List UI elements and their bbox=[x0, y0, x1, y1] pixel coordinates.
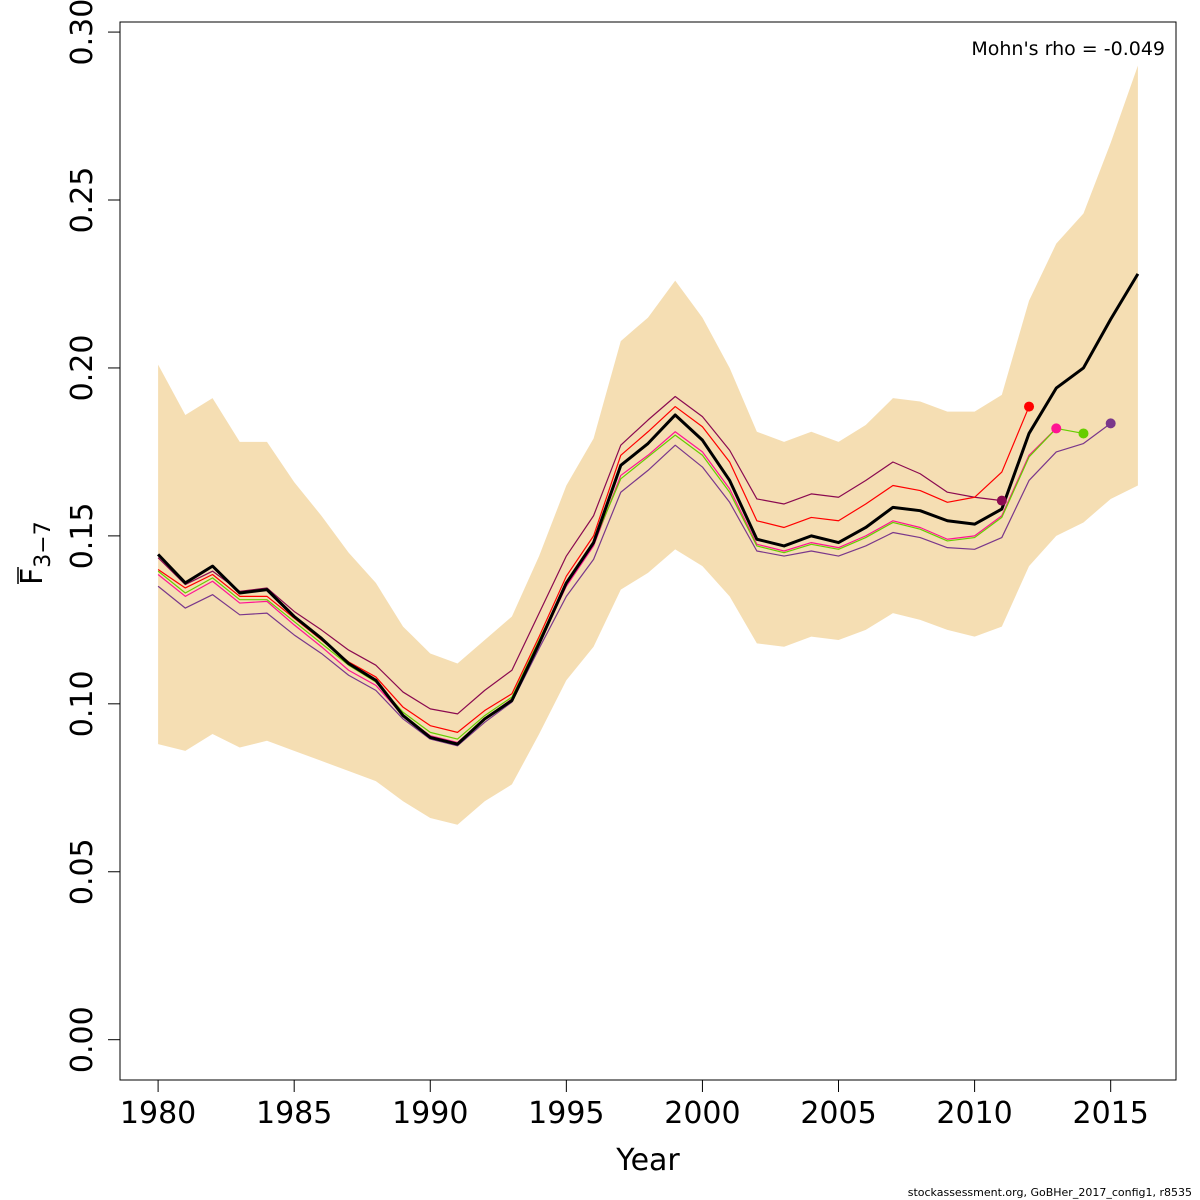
y-tick-label-group: 0.20 bbox=[65, 335, 100, 402]
endpoint-layer bbox=[996, 401, 1116, 506]
y-tick-label-group: 0.15 bbox=[65, 502, 100, 569]
x-tick-label: 2010 bbox=[936, 1096, 1012, 1131]
y-tick-label: 0.05 bbox=[65, 838, 100, 905]
series-endpoint-4 bbox=[1078, 428, 1089, 439]
series-line-5 bbox=[157, 422, 1112, 747]
footer-credit: stockassessment.org, GoBHer_2017_config1… bbox=[908, 1186, 1192, 1199]
y-tick-label: 0.30 bbox=[65, 0, 100, 65]
x-axis: 1980 1985 1990 1995 2000 2005 2010 2015 bbox=[120, 1079, 1149, 1131]
mohns-rho-annotation: Mohn's rho = -0.049 bbox=[971, 38, 1165, 60]
x-tick-label: 2015 bbox=[1073, 1096, 1149, 1131]
y-tick-label-group: 0.05 bbox=[65, 838, 100, 905]
series-endpoint-5 bbox=[1105, 418, 1116, 429]
y-tick-label: 0.00 bbox=[65, 1006, 100, 1073]
y-tick-label-group: 0.10 bbox=[65, 670, 100, 737]
y-axis-title-main: F bbox=[15, 568, 50, 585]
x-tick-label: 2000 bbox=[664, 1096, 740, 1131]
series-line-0 bbox=[157, 273, 1140, 746]
x-tick-label: 2005 bbox=[800, 1096, 876, 1131]
series-line-4 bbox=[157, 427, 1084, 740]
x-tick-label: 1990 bbox=[392, 1096, 468, 1131]
series-endpoint-3 bbox=[1051, 423, 1062, 434]
y-tick-label: 0.15 bbox=[65, 502, 100, 569]
y-axis-title: F3−7 bbox=[15, 521, 56, 585]
y-tick-label: 0.20 bbox=[65, 335, 100, 402]
series-layer bbox=[157, 273, 1140, 747]
svg-text:F3−7: F3−7 bbox=[15, 521, 56, 585]
series-endpoint-2 bbox=[1024, 401, 1035, 412]
x-tick-label: 1985 bbox=[256, 1096, 332, 1131]
series-line-1 bbox=[157, 395, 1002, 715]
y-tick-label-group: 0.25 bbox=[65, 167, 100, 234]
x-axis-title: Year bbox=[615, 1143, 680, 1178]
x-tick-label: 1980 bbox=[120, 1096, 196, 1131]
y-tick-label: 0.10 bbox=[65, 670, 100, 737]
y-axis-title-sub: 3−7 bbox=[31, 521, 56, 567]
y-tick-label: 0.25 bbox=[65, 167, 100, 234]
y-tick-label-group: 0.30 bbox=[65, 0, 100, 65]
x-tick-label: 1995 bbox=[528, 1096, 604, 1131]
series-endpoint-1 bbox=[996, 495, 1007, 506]
y-axis: 0.00 0.05 0.10 0.15 0.20 0.25 0.30 bbox=[65, 0, 121, 1073]
y-tick-label-group: 0.00 bbox=[65, 1006, 100, 1073]
